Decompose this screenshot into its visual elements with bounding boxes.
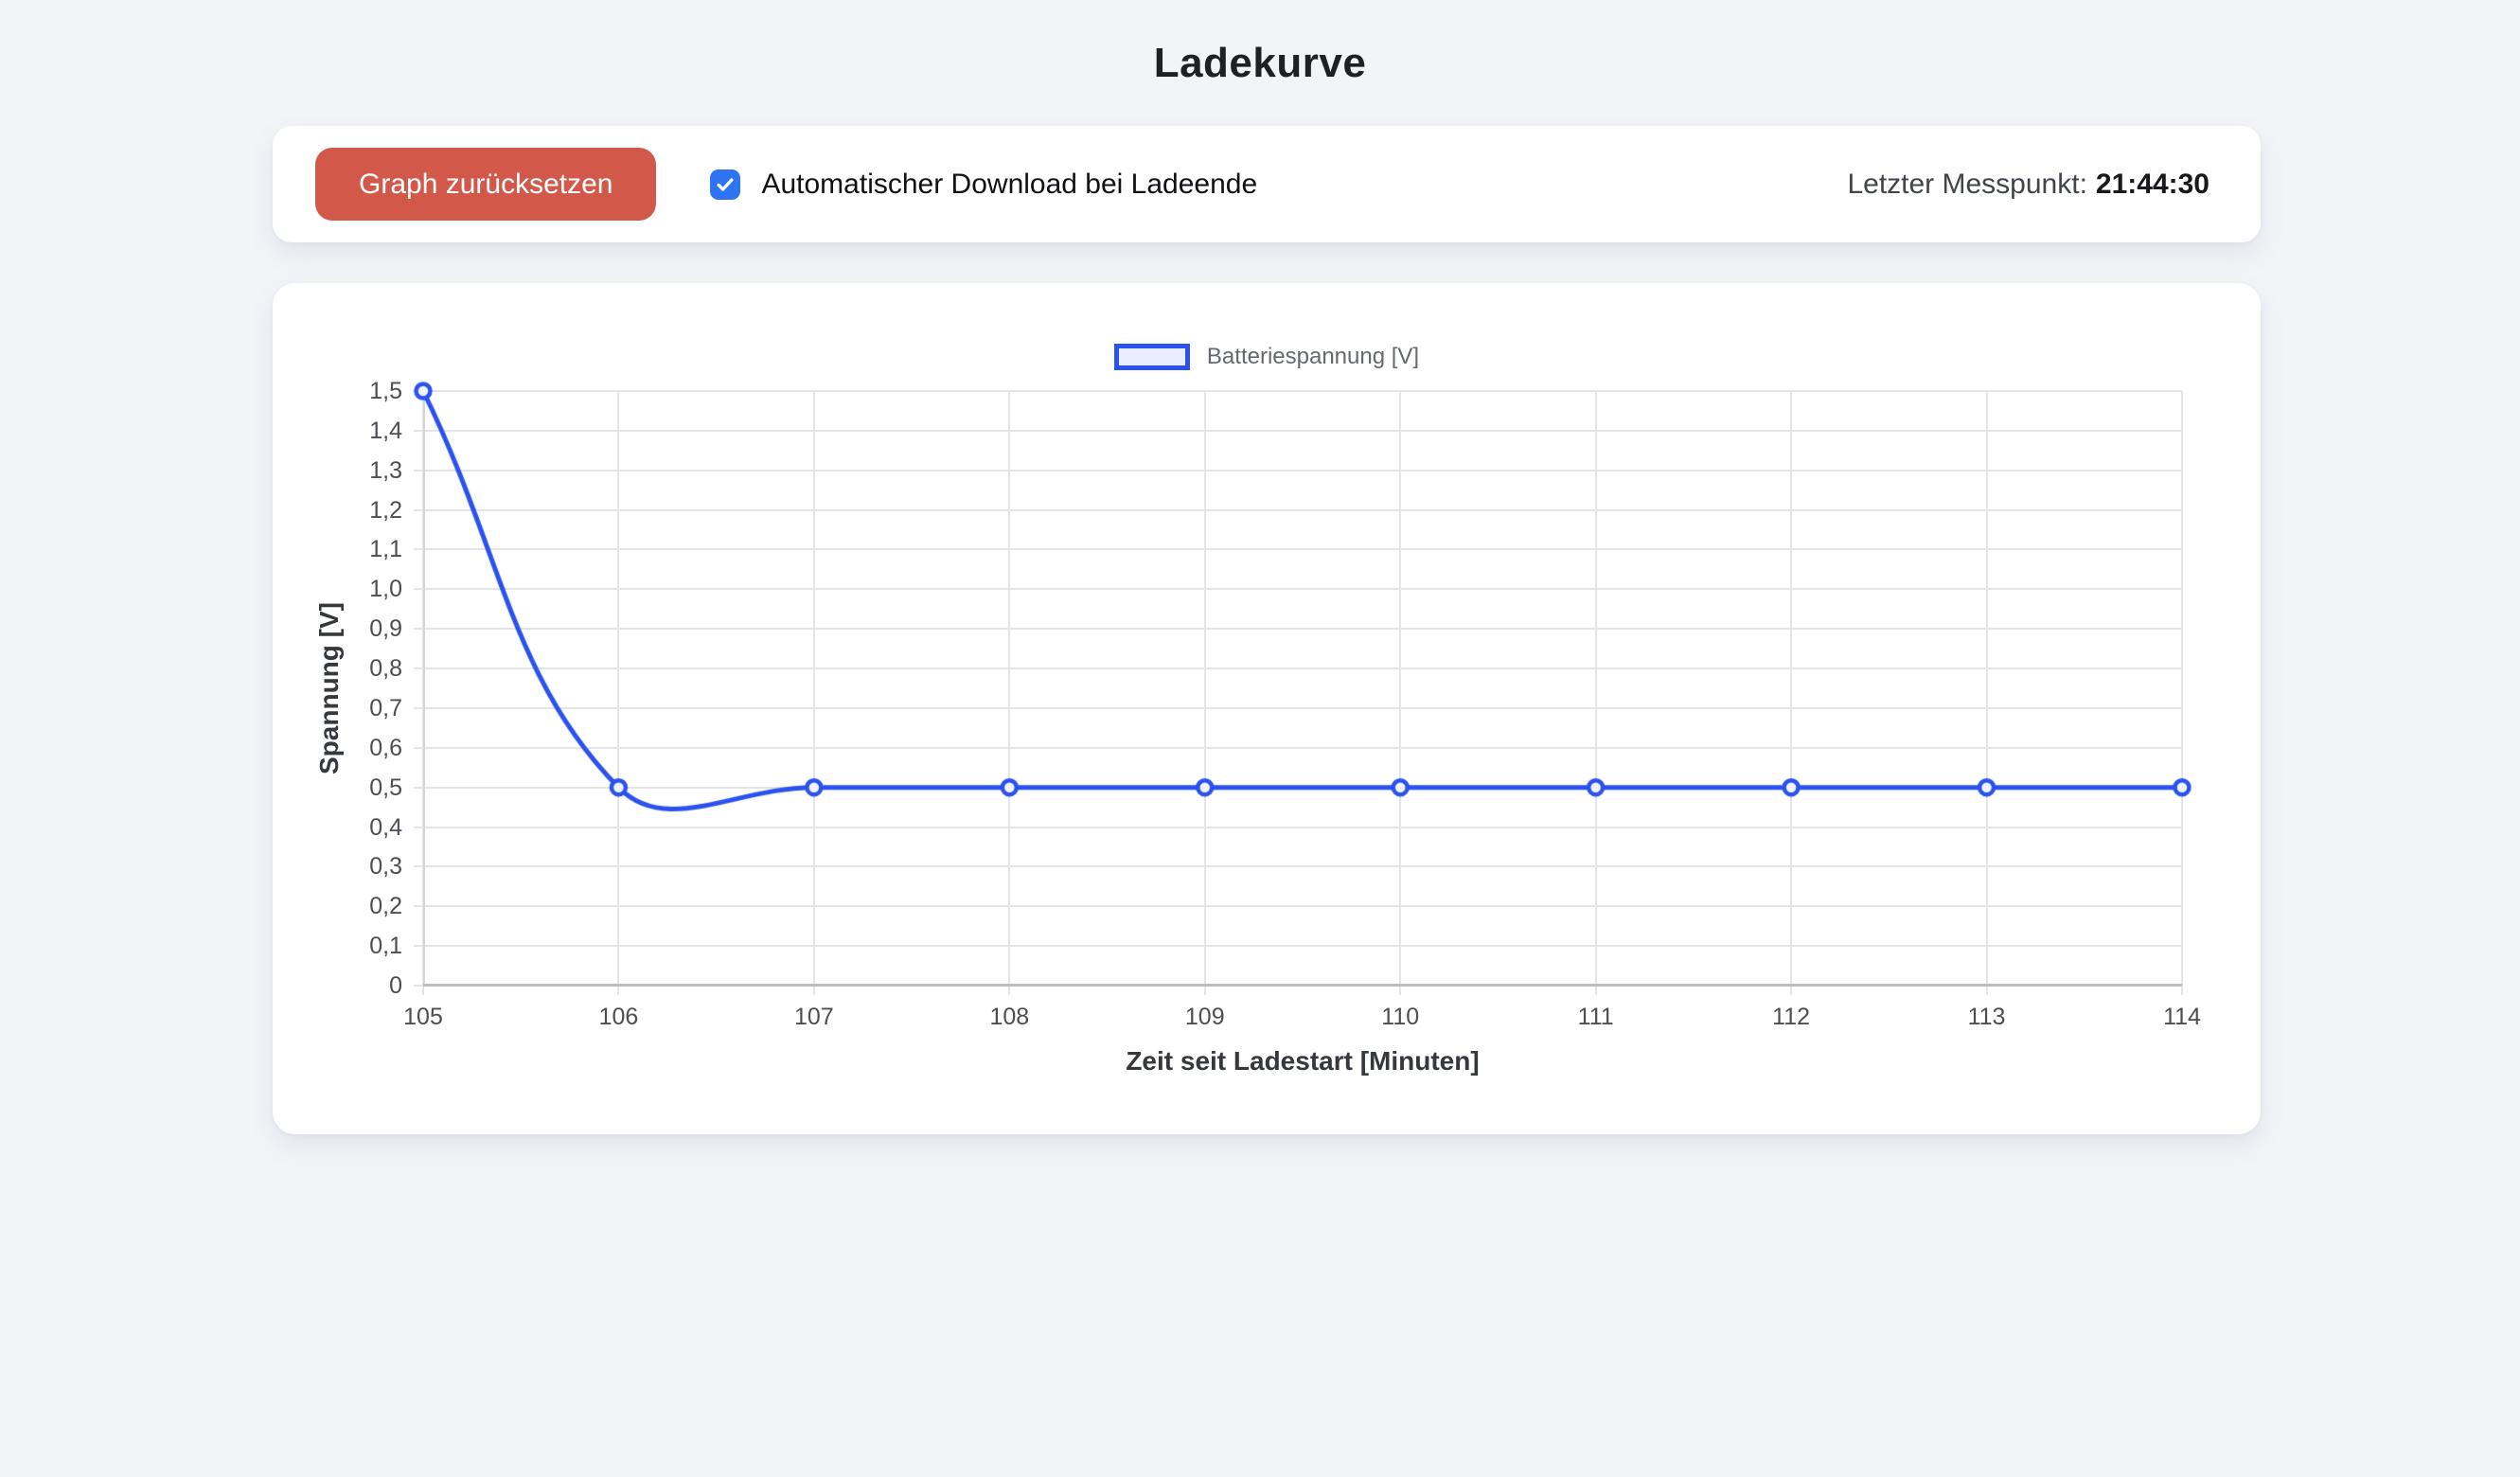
- last-measurement-status: Letzter Messpunkt: 21:44:30: [1847, 169, 2209, 201]
- status-time: 21:44:30: [2095, 168, 2209, 200]
- auto-download-label: Automatischer Download bei Ladeende: [761, 168, 1258, 200]
- page-title: Ladekurve: [1153, 40, 1367, 86]
- auto-download-checkbox[interactable]: [710, 169, 741, 200]
- checkmark-icon: [717, 177, 734, 191]
- legend-item[interactable]: Batteriespannung [V]: [273, 344, 2261, 370]
- reset-graph-button[interactable]: Graph zurücksetzen: [315, 148, 657, 221]
- legend-swatch: [1113, 344, 1190, 370]
- toolbar-card: Graph zurücksetzen Automatischer Downloa…: [273, 126, 2261, 242]
- legend-label: Batteriespannung [V]: [1206, 344, 1420, 369]
- auto-download-option: Automatischer Download bei Ladeende: [710, 169, 1257, 201]
- chart-card: Batteriespannung [V] Spannung [V] Zeit s…: [273, 283, 2261, 1134]
- status-label: Letzter Messpunkt:: [1847, 168, 2087, 200]
- chart-canvas[interactable]: [273, 283, 2261, 1134]
